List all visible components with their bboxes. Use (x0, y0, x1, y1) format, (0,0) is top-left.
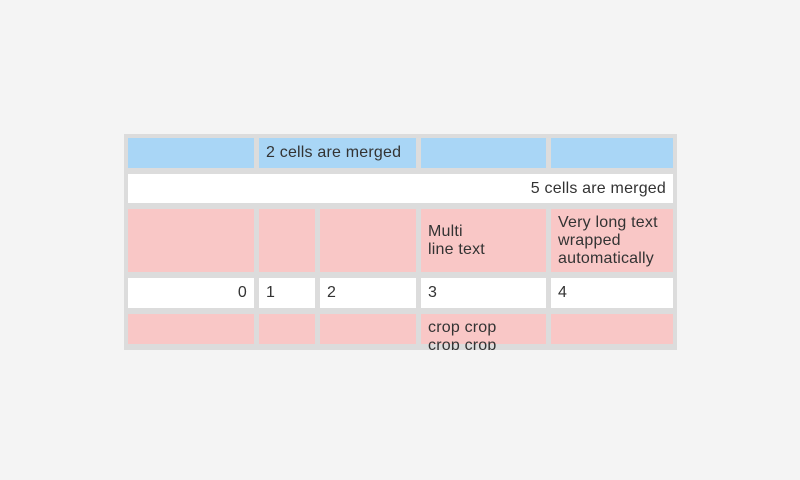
table-cell-cropped-row-c1[interactable] (259, 314, 315, 344)
cell-text: 3 (428, 284, 438, 301)
table-widget[interactable]: 2 cells are merged 5 cells are merged Mult… (124, 134, 677, 350)
table-cell-multiline-row-c0[interactable] (128, 209, 254, 272)
table-cell-cropped-row-c2[interactable] (320, 314, 416, 344)
table-cell-header-row-c2[interactable] (421, 138, 546, 168)
cell-text: Very long text wrapped automatically (558, 213, 658, 267)
table-cell-numbers-row-c1[interactable]: 1 (259, 278, 315, 308)
cell-text: 1 (266, 284, 276, 301)
table-cell-numbers-row-c4[interactable]: 4 (551, 278, 673, 308)
table-cell-multiline-row-c4[interactable]: Very long text wrapped automatically (551, 209, 673, 272)
table-cell-multiline-row-c3[interactable]: Multi line text (421, 209, 546, 272)
cell-text: 2 cells are merged (266, 144, 402, 161)
cell-text: 4 (558, 284, 568, 301)
cell-text: Multi line text (428, 222, 485, 258)
table-cell-numbers-row-c2[interactable]: 2 (320, 278, 416, 308)
cell-text: crop crop crop crop (428, 319, 497, 350)
table-cell-header-row-c1[interactable]: 2 cells are merged (259, 138, 416, 168)
table-cell-multiline-row-c2[interactable] (320, 209, 416, 272)
table-cell-cropped-row-c0[interactable] (128, 314, 254, 344)
table-cell-multiline-row-c1[interactable] (259, 209, 315, 272)
table-cell-cropped-row-c4[interactable] (551, 314, 673, 344)
table-cell-numbers-row-c0[interactable]: 0 (128, 278, 254, 308)
table-cell-header-row-c3[interactable] (551, 138, 673, 168)
table-cell-header-row-c0[interactable] (128, 138, 254, 168)
table-cell-cropped-row-c3[interactable]: crop crop crop crop (421, 314, 546, 350)
cell-text: 2 (327, 284, 337, 301)
cell-text: 0 (237, 284, 247, 301)
table-cell-numbers-row-c3[interactable]: 3 (421, 278, 546, 308)
table-cell-full-merged-row-c0[interactable]: 5 cells are merged (128, 174, 673, 203)
cell-text: 5 cells are merged (530, 179, 666, 197)
